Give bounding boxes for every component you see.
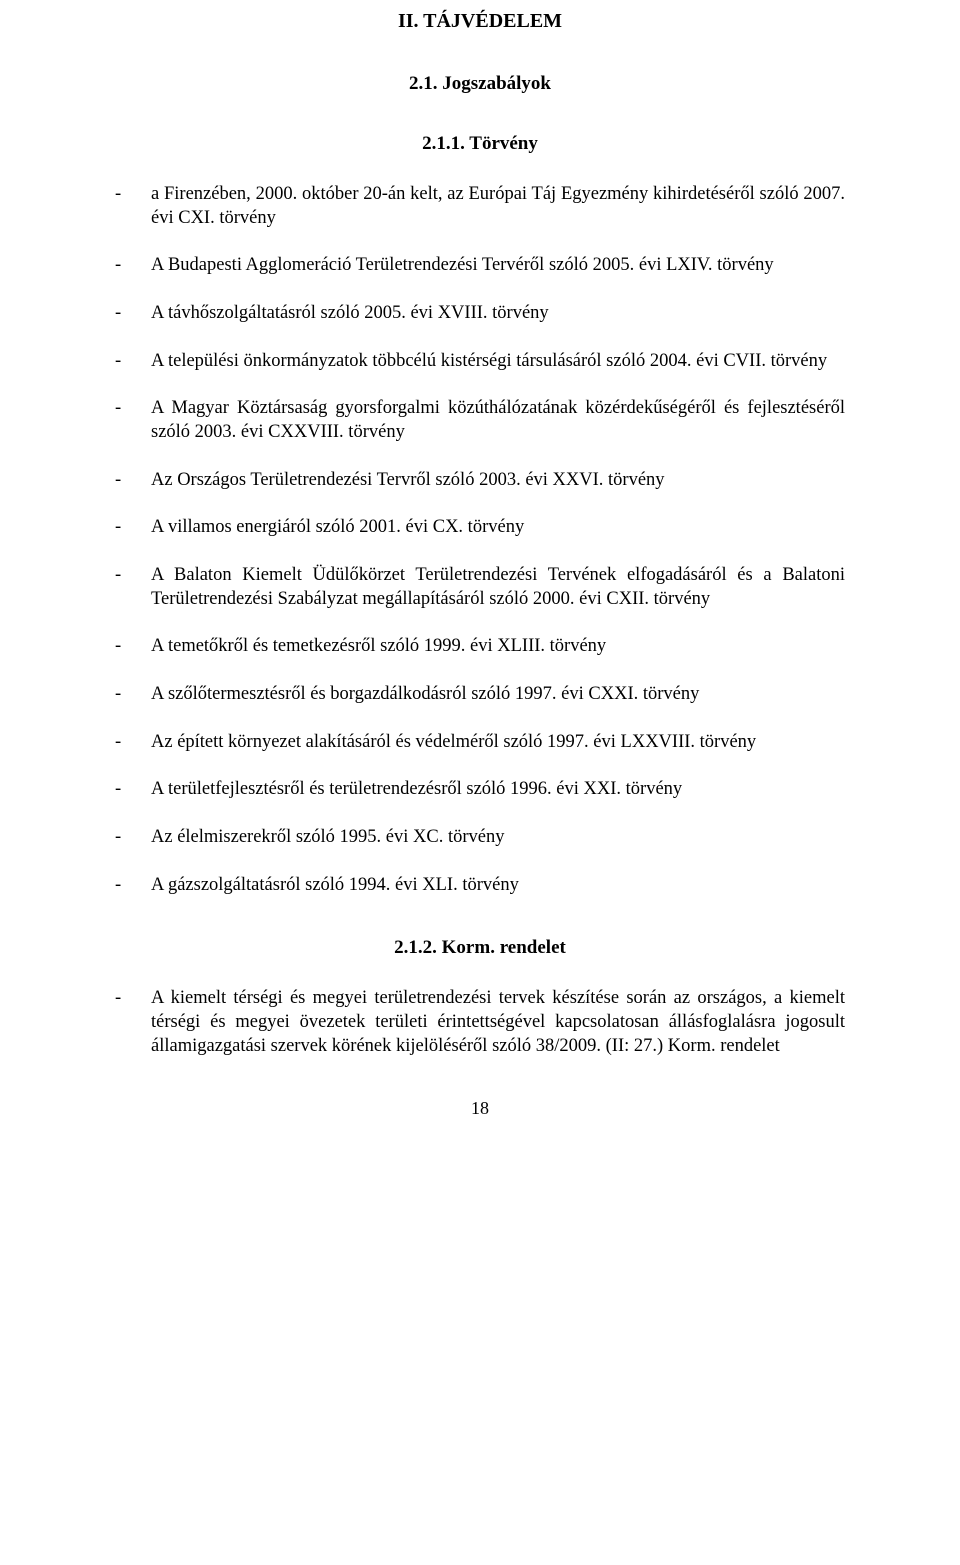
list-item-text: A települési önkormányzatok többcélú kis… xyxy=(151,350,845,374)
bullet-dash: - xyxy=(115,987,151,1058)
bullet-dash: - xyxy=(115,683,151,707)
list-item: -A gázszolgáltatásról szóló 1994. évi XL… xyxy=(115,874,845,898)
list-item: -A villamos energiáról szóló 2001. évi C… xyxy=(115,516,845,540)
document-page: II. TÁJVÉDELEM 2.1. Jogszabályok 2.1.1. … xyxy=(0,0,960,1159)
list-item: -A Magyar Köztársaság gyorsforgalmi közú… xyxy=(115,397,845,444)
list-item: -A temetőkről és temetkezésről szóló 199… xyxy=(115,635,845,659)
bullet-dash: - xyxy=(115,826,151,850)
page-number: 18 xyxy=(115,1098,845,1119)
list-item: -A távhőszolgáltatásról szóló 2005. évi … xyxy=(115,302,845,326)
bullet-dash: - xyxy=(115,469,151,493)
bullet-dash: - xyxy=(115,350,151,374)
list-item: -A kiemelt térségi és megyei területrend… xyxy=(115,987,845,1058)
page-title: II. TÁJVÉDELEM xyxy=(115,10,845,33)
bullet-dash: - xyxy=(115,635,151,659)
subsection-heading-2-1-1: 2.1.1. Törvény xyxy=(115,133,845,155)
bullet-dash: - xyxy=(115,183,151,230)
bullet-dash: - xyxy=(115,397,151,444)
list-item-text: A távhőszolgáltatásról szóló 2005. évi X… xyxy=(151,302,845,326)
list-item-text: A Budapesti Agglomeráció Területrendezés… xyxy=(151,254,845,278)
list-item: -A szőlőtermesztésről és borgazdálkodásr… xyxy=(115,683,845,707)
list-item-text: A gázszolgáltatásról szóló 1994. évi XLI… xyxy=(151,874,845,898)
bullet-dash: - xyxy=(115,874,151,898)
list-item: -a Firenzében, 2000. október 20-án kelt,… xyxy=(115,183,845,230)
list-item-text: Az élelmiszerekről szóló 1995. évi XC. t… xyxy=(151,826,845,850)
subsection-heading-2-1-2: 2.1.2. Korm. rendelet xyxy=(115,937,845,959)
bullet-dash: - xyxy=(115,254,151,278)
list-item-text: a Firenzében, 2000. október 20-án kelt, … xyxy=(151,183,845,230)
bullet-dash: - xyxy=(115,516,151,540)
list-item-text: A kiemelt térségi és megyei területrende… xyxy=(151,987,845,1058)
list-item: -A települési önkormányzatok többcélú ki… xyxy=(115,350,845,374)
list-item-text: A temetőkről és temetkezésről szóló 1999… xyxy=(151,635,845,659)
list-item: -Az Országos Területrendezési Tervről sz… xyxy=(115,469,845,493)
list-item: - A területfejlesztésről és területrende… xyxy=(115,778,845,802)
bullet-dash: - xyxy=(115,731,151,755)
list-item-text: A Balaton Kiemelt Üdülőkörzet Területren… xyxy=(151,564,845,611)
list-item: -Az élelmiszerekről szóló 1995. évi XC. … xyxy=(115,826,845,850)
list-item: -A Budapesti Agglomeráció Területrendezé… xyxy=(115,254,845,278)
law-list-2-1-1: -a Firenzében, 2000. október 20-án kelt,… xyxy=(115,183,845,897)
list-item-text: Az Országos Területrendezési Tervről szó… xyxy=(151,469,845,493)
list-item: -A Balaton Kiemelt Üdülőkörzet Területre… xyxy=(115,564,845,611)
list-item: -Az épített környezet alakításáról és vé… xyxy=(115,731,845,755)
bullet-dash: - xyxy=(115,302,151,326)
bullet-dash: - xyxy=(115,778,151,802)
list-item-text: A villamos energiáról szóló 2001. évi CX… xyxy=(151,516,845,540)
bullet-dash: - xyxy=(115,564,151,611)
list-item-text: A területfejlesztésről és területrendezé… xyxy=(151,778,845,802)
list-item-text: A Magyar Köztársaság gyorsforgalmi közút… xyxy=(151,397,845,444)
list-item-text: Az épített környezet alakításáról és véd… xyxy=(151,731,845,755)
section-heading-2-1: 2.1. Jogszabályok xyxy=(115,73,845,95)
list-item-text: A szőlőtermesztésről és borgazdálkodásró… xyxy=(151,683,845,707)
law-list-2-1-2: -A kiemelt térségi és megyei területrend… xyxy=(115,987,845,1058)
